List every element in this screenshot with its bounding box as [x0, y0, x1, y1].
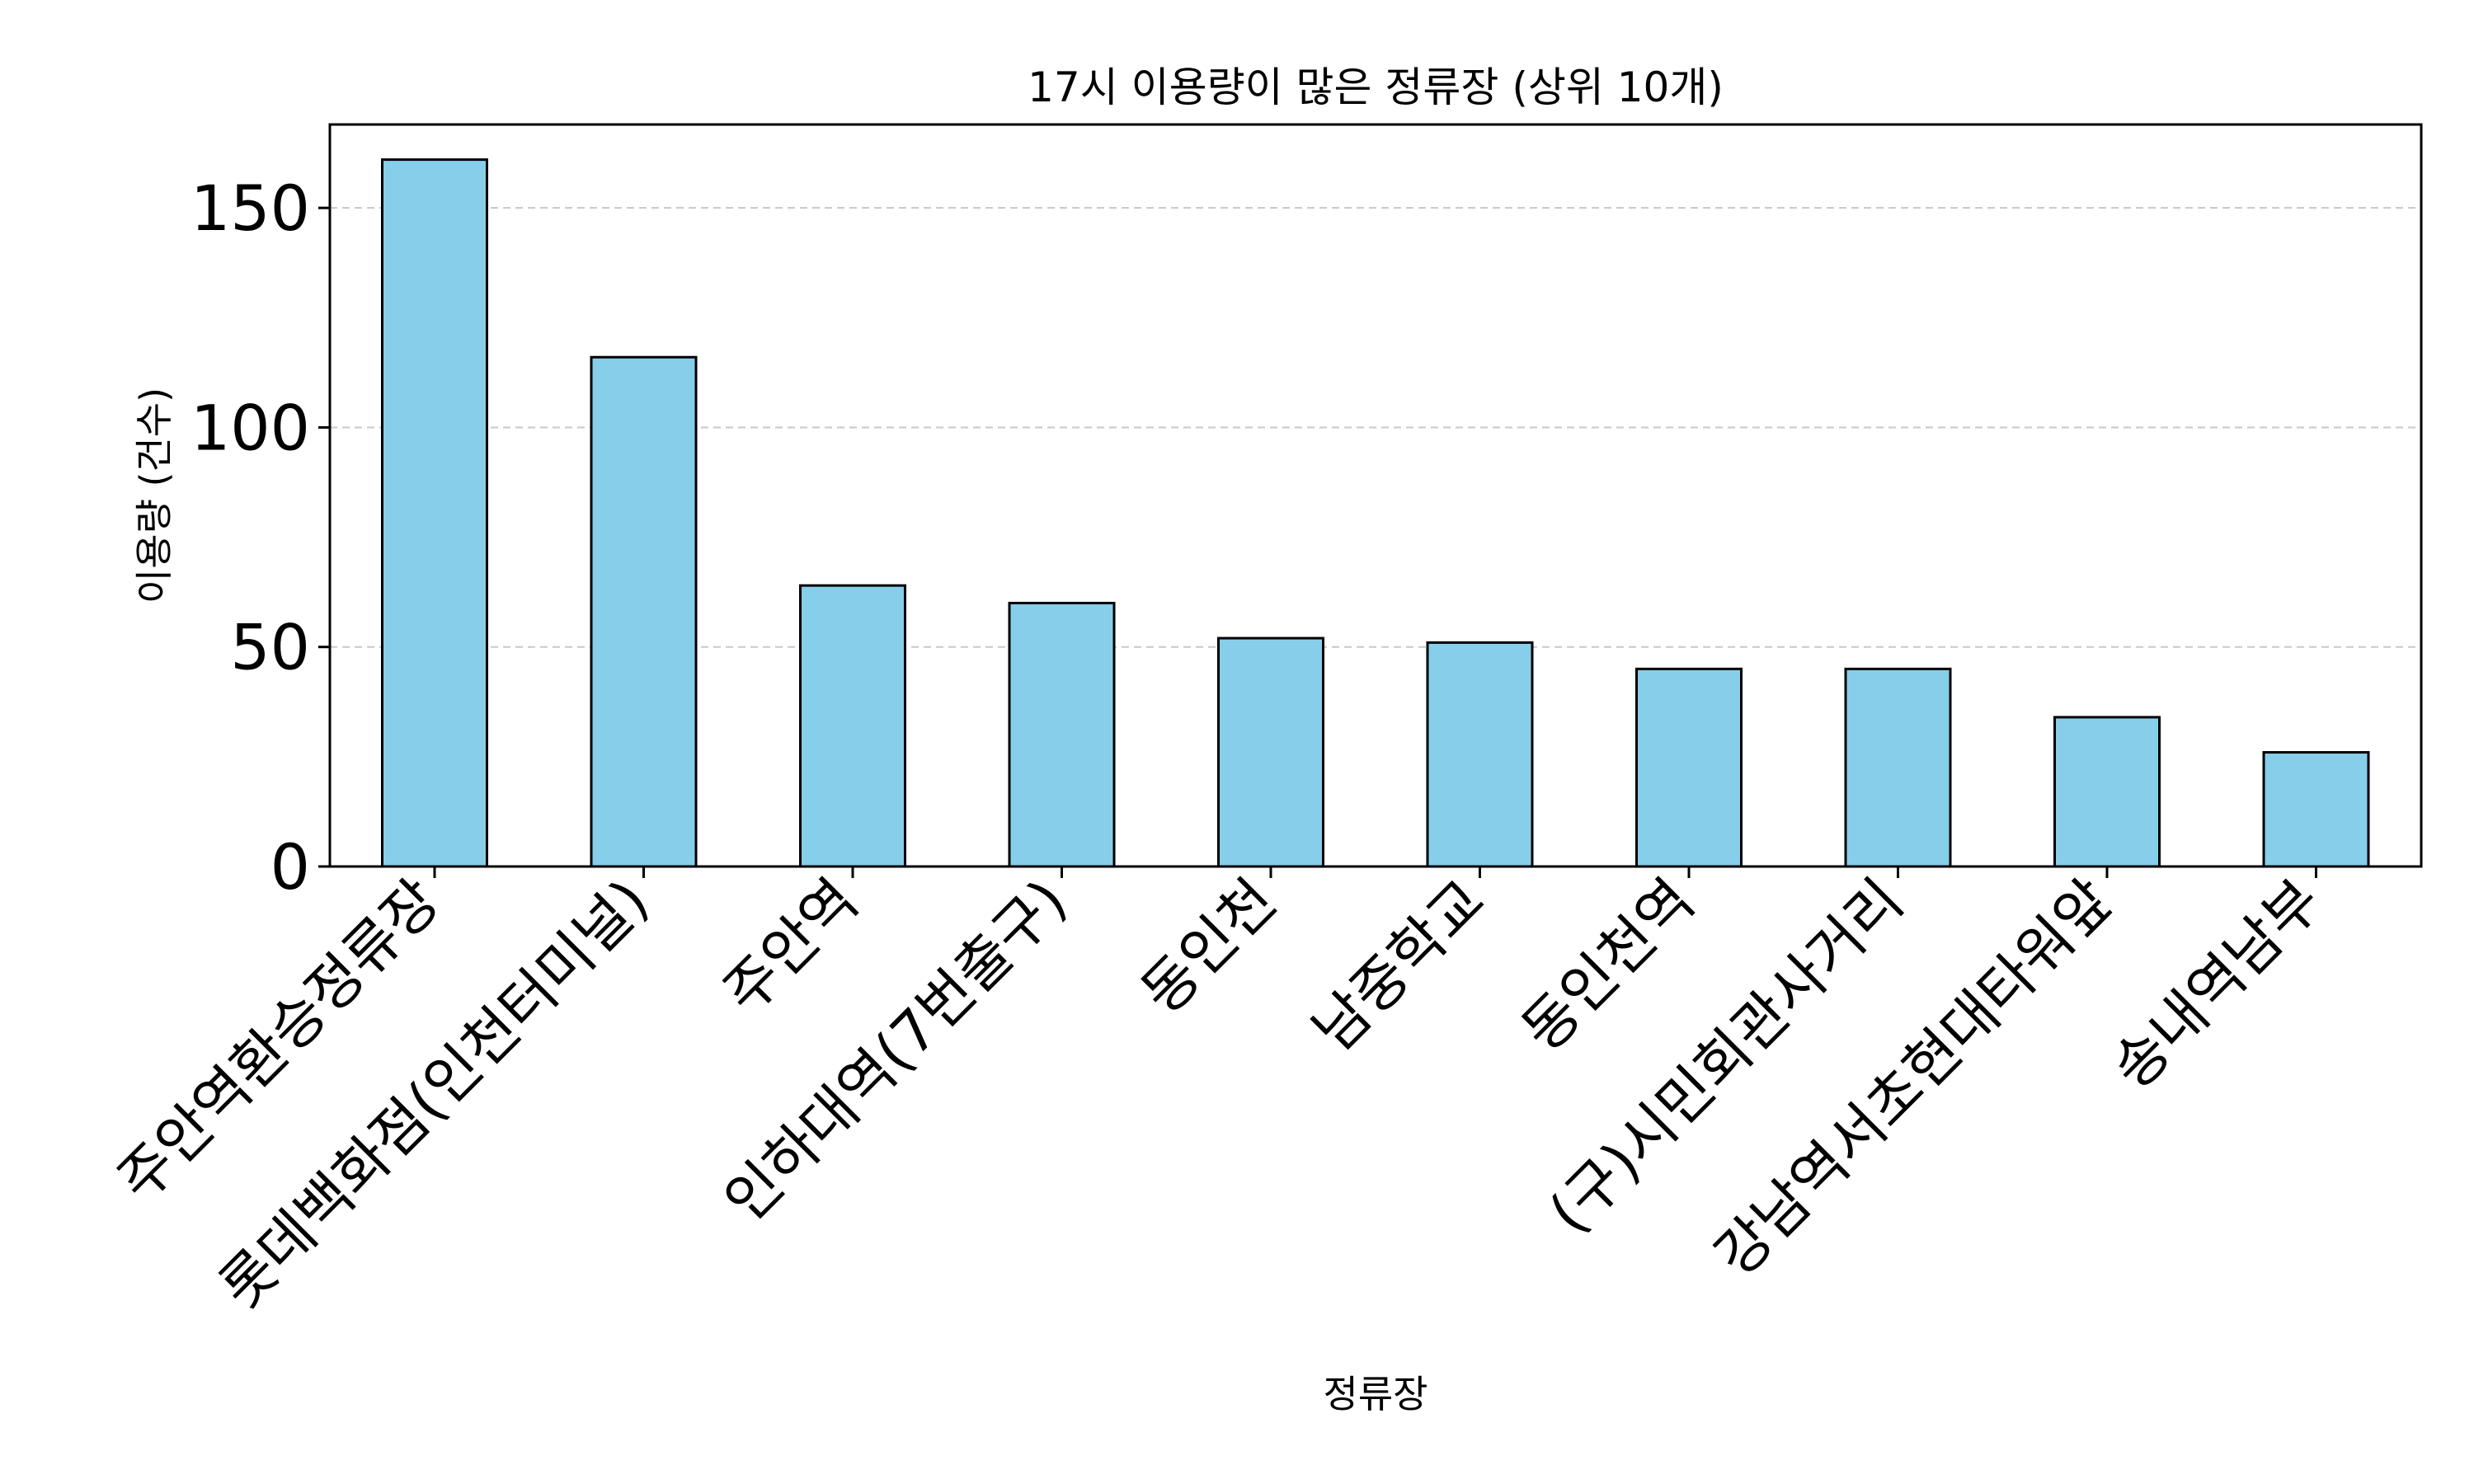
x-axis-label: 정류장 [1324, 1372, 1428, 1416]
plot-frame [328, 123, 2423, 868]
bar [2053, 716, 2161, 868]
bar [799, 584, 906, 868]
bar [1008, 601, 1116, 868]
y-axis-ticks: 0 50 100 150 [190, 171, 330, 904]
bar [1217, 636, 1324, 868]
bar [1844, 667, 1952, 868]
bar [1426, 641, 1534, 868]
chart-title: 17시 이용량이 많은 정류장 (상위 10개) [1028, 63, 1724, 111]
y-tick-label: 150 [190, 171, 310, 245]
bar [590, 355, 698, 868]
y-tick-label: 50 [230, 611, 310, 684]
y-tick-label: 100 [190, 391, 310, 464]
y-axis-label: 이용량 (건수) [132, 387, 176, 603]
bar [381, 158, 488, 868]
y-tick-label: 0 [270, 830, 310, 904]
bar [2262, 751, 2370, 868]
bars [381, 158, 2370, 868]
bar [1635, 667, 1743, 868]
